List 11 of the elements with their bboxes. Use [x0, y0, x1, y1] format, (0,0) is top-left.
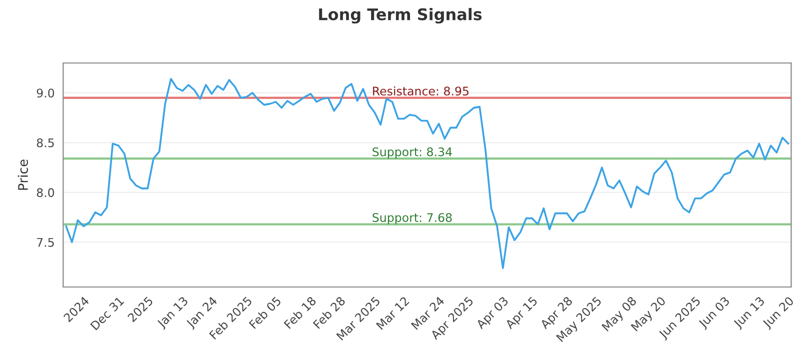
- ref-line-label: Resistance: 8.95: [373, 86, 468, 96]
- y-tick-label: 7.5: [37, 238, 54, 247]
- line-series: [65, 78, 790, 269]
- ref-line-label: Support: 7.68: [372, 213, 452, 224]
- y-tick-label: 9.0: [36, 88, 54, 98]
- chart-title: Long Term Signals: [319, 8, 482, 24]
- y-axis-title: Price: [18, 160, 28, 190]
- y-tick-label: 8.5: [36, 138, 54, 148]
- x-tick-label: Dec 31: [90, 296, 124, 330]
- y-tick-label: 8.0: [36, 188, 54, 198]
- ref-line-label: Support: 8.34: [372, 147, 452, 159]
